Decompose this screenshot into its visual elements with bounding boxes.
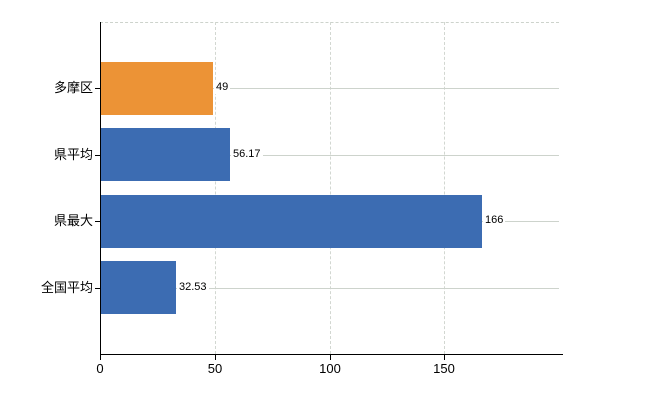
category-label: 多摩区 [53,80,93,95]
x-tick [444,355,446,360]
bar [101,195,482,248]
x-tick-label: 0 [96,361,104,376]
vertical-gridline [444,22,446,354]
x-axis-line [100,354,563,355]
x-tick [329,355,331,360]
value-label: 32.53 [177,281,209,294]
category-label: 県平均 [53,147,93,162]
horizontal-gridline [100,288,559,289]
x-tick-label: 100 [319,361,341,376]
x-tick-label: 50 [207,361,223,376]
y-tick [95,155,100,156]
y-axis-line [100,22,101,355]
x-tick [214,355,216,360]
y-tick [95,88,100,89]
value-label: 166 [483,214,506,227]
bar [101,261,176,314]
value-label: 49 [214,81,231,94]
value-label: 56.17 [231,148,263,161]
y-tick [95,288,100,289]
category-label: 全国平均 [40,280,93,295]
x-tick [100,355,101,360]
bar [101,62,213,115]
y-tick [95,221,100,222]
category-label: 県最大 [53,213,93,228]
vertical-gridline [329,22,331,354]
vertical-gridline [214,22,216,354]
horizontal-gridline [100,88,559,89]
bar [101,128,230,181]
horizontal-gridline [100,155,559,156]
x-tick-label: 150 [433,361,455,376]
